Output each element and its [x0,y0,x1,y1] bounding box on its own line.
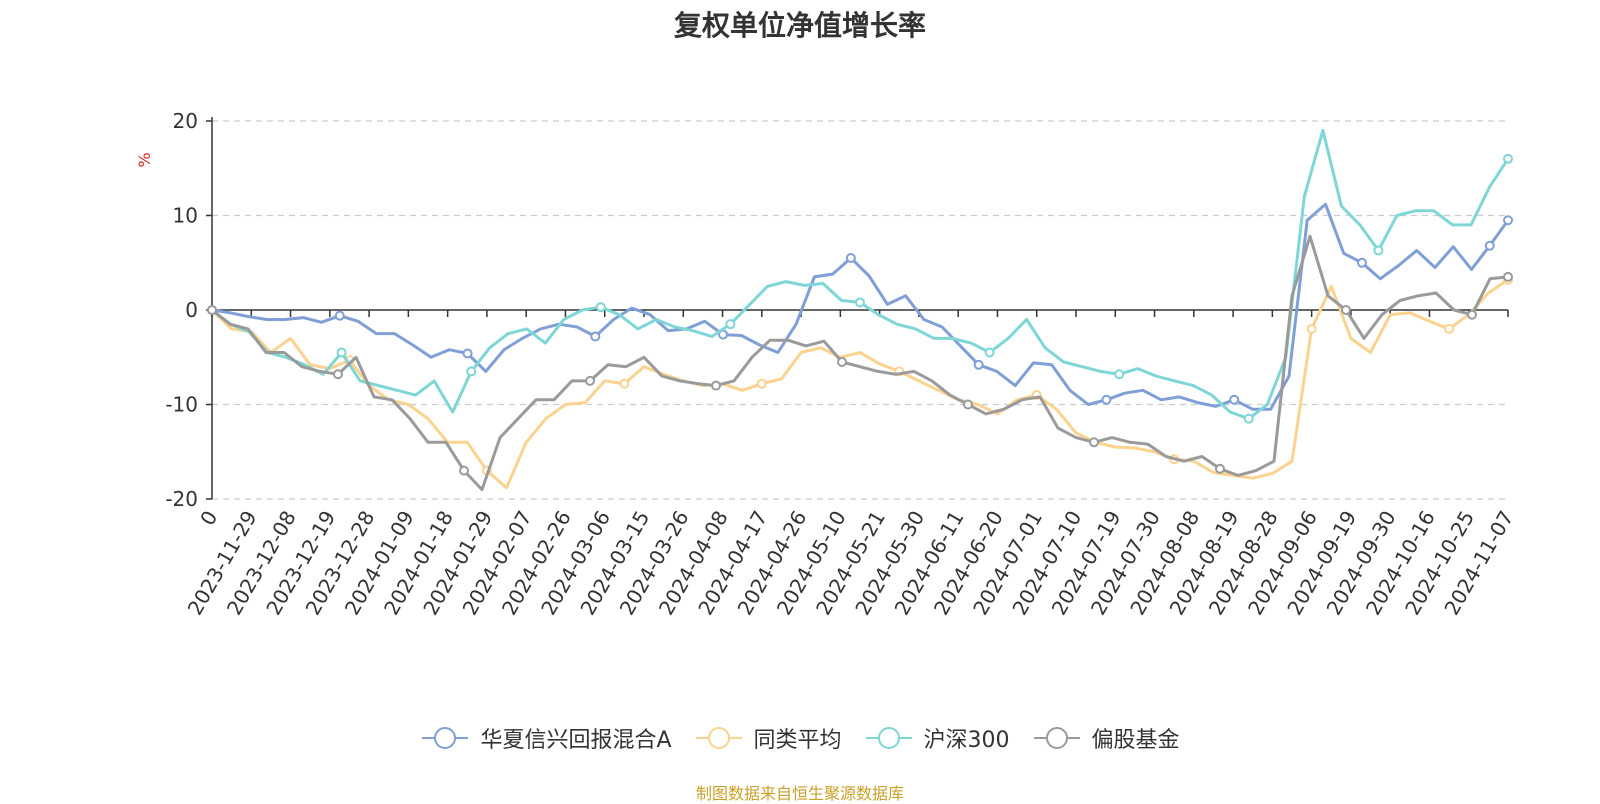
series-point [336,347,347,358]
legend-swatch-icon [865,727,912,749]
series-point [973,359,984,370]
y-tick-label: -10 [165,393,198,417]
y-tick-label: -20 [165,487,198,511]
series-point [1356,257,1367,268]
legend-label: 同类平均 [753,728,842,753]
y-tick-label: 0 [185,298,198,322]
y-axis-unit-label: % [135,152,154,167]
series-point [619,378,630,389]
axes [206,117,1509,500]
series-point [1341,305,1351,315]
legend-label: 沪深300 [923,728,1010,753]
series-point [1229,394,1240,405]
legend-item[interactable]: 华夏信兴回报混合A [420,722,672,754]
series-point [334,310,345,321]
series-line-0 [210,202,1510,411]
series-point [466,366,477,377]
series-point [333,369,343,380]
series-point [1101,394,1112,405]
y-tick-label: 20 [173,109,198,133]
legend-label: 偏股基金 [1091,728,1180,753]
series-point [984,347,995,358]
series-point [590,331,601,342]
series-line-2 [210,128,1510,421]
legend-item[interactable]: 同类平均 [694,722,842,754]
series-point [1467,309,1477,320]
series-point [1503,271,1513,282]
series-point [845,253,856,264]
series-line-1 [210,278,1510,490]
series-point [1503,153,1513,164]
series-point [1503,215,1513,226]
series-line-3 [210,234,1510,492]
x-tick-labels: 02023-11-292023-12-082023-12-192023-12-2… [183,506,1519,619]
series-point [1114,369,1125,380]
series-point [1484,240,1495,251]
legend-label: 华夏信兴回报混合A [480,728,672,753]
series-point [855,297,865,308]
series-lines [207,128,1513,492]
series-point [756,378,767,389]
y-tick-labels: -20 -10 0 10 20 [165,109,198,511]
series-point [1243,413,1254,424]
series-point [1373,245,1384,256]
series-point [1306,323,1317,334]
legend-swatch-icon [1033,727,1080,749]
legend-swatch-icon [422,727,469,749]
y-tick-label: 10 [173,204,198,228]
data-source-note: 制图数据来自恒生聚源数据库 [695,784,904,803]
series-point [1215,463,1225,474]
series-point [1444,323,1455,334]
x-tick-label: 0 [195,507,222,530]
series-point [837,356,847,367]
series-point [459,465,469,476]
legend-swatch-icon [695,727,742,749]
series-point [725,319,736,330]
series-point [595,302,606,313]
legend-item[interactable]: 偏股基金 [1032,722,1180,754]
series-point [462,348,473,359]
chart-title: 复权单位净值增长率 [673,9,926,42]
series-point [711,380,721,391]
series-point [1089,437,1099,448]
series-point [585,375,595,386]
series-point [207,305,217,315]
grid-lines [212,120,1508,500]
legend-item[interactable]: 沪深300 [864,722,1010,754]
series-point [963,399,973,410]
chart-legend: 华夏信兴回报混合A 同类平均 沪深300 偏股基金 [0,722,1600,754]
